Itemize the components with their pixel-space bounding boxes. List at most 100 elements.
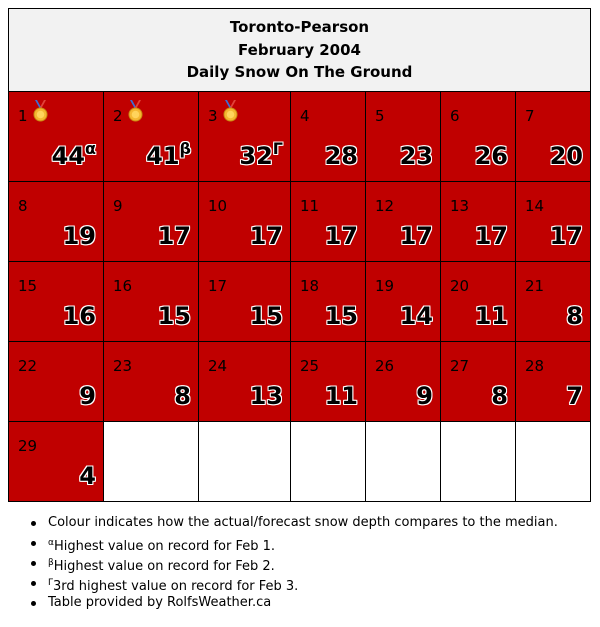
depth-number: 9 [79,382,96,410]
depth-number: 23 [399,142,433,170]
footnote-mark: β [48,558,54,568]
day-cell: 4 28 [290,91,366,182]
day-number: 15 [18,277,38,295]
day-number: 1 [18,107,28,125]
day-number: 25 [300,357,320,375]
day-number: 14 [525,197,545,215]
empty-cell [365,421,441,502]
day-cell: 6 26 [440,91,516,182]
snow-depth-value: 17 [158,222,191,250]
day-number: 7 [525,107,535,125]
empty-cell [103,421,199,502]
depth-number: 15 [324,302,358,330]
day-cell: 22 9 [8,341,104,422]
snow-depth-value: 32Γ [239,139,283,170]
snow-depth-value: 28 [325,142,358,170]
day-number: 5 [375,107,385,125]
snow-depth-value: 15 [250,302,283,330]
day-number: 11 [300,197,320,215]
day-number: 19 [375,277,395,295]
snow-depth-value: 7 [566,382,583,410]
week-row: 1 44α 2 41β 3 32Γ 4 28 5 23 6 26 7 20 [8,91,591,182]
depth-number: 26 [474,142,508,170]
record-mark: β [179,139,191,158]
footnote-mark: α [48,538,54,548]
day-number: 17 [208,277,228,295]
snow-depth-value: 23 [400,142,433,170]
depth-number: 17 [399,222,433,250]
day-cell: 3 32Γ [198,91,291,182]
footnote-item: βHighest value on record for Feb 2. [30,553,558,574]
day-cell: 26 9 [365,341,441,422]
metric-label: Daily Snow On The Ground [186,63,413,82]
week-row: 8 19 9 17 10 17 11 17 12 17 13 17 14 17 [8,181,591,262]
snow-depth-value: 44α [52,139,96,170]
day-cell: 24 13 [198,341,291,422]
calendar-header: Toronto-Pearson February 2004 Daily Snow… [8,8,591,92]
medal-icon [222,100,239,122]
day-number: 10 [208,197,228,215]
snow-depth-value: 11 [325,382,358,410]
snow-depth-value: 17 [550,222,583,250]
day-number: 29 [18,437,38,455]
snow-depth-value: 9 [416,382,433,410]
day-number: 24 [208,357,228,375]
depth-number: 8 [491,382,508,410]
day-number: 23 [113,357,133,375]
snow-depth-value: 15 [325,302,358,330]
snow-depth-value: 26 [475,142,508,170]
day-cell: 11 17 [290,181,366,262]
snow-depth-value: 8 [174,382,191,410]
medal-icon [32,100,49,122]
depth-number: 15 [157,302,191,330]
depth-number: 15 [249,302,283,330]
day-cell: 5 23 [365,91,441,182]
day-number: 8 [18,197,28,215]
day-cell: 23 8 [103,341,199,422]
day-cell: 28 7 [515,341,591,422]
depth-number: 16 [62,302,96,330]
depth-number: 41 [146,142,180,170]
day-number: 22 [18,357,38,375]
record-mark: Γ [272,139,283,158]
day-number: 26 [375,357,395,375]
day-number: 12 [375,197,395,215]
day-cell: 25 11 [290,341,366,422]
day-cell: 20 11 [440,261,516,342]
day-cell: 10 17 [198,181,291,262]
snow-depth-value: 41β [146,139,191,170]
snow-depth-value: 17 [325,222,358,250]
footnote-item: Table provided by RolfsWeather.ca [30,593,558,613]
week-row: 29 4 [8,421,591,502]
day-cell: 27 8 [440,341,516,422]
footnote-text: 3rd highest value on record for Feb 3. [53,579,299,594]
snow-depth-value: 15 [158,302,191,330]
depth-number: 32 [239,142,273,170]
day-number: 28 [525,357,545,375]
depth-number: 17 [249,222,283,250]
snow-depth-value: 11 [475,302,508,330]
day-cell: 16 15 [103,261,199,342]
depth-number: 17 [549,222,583,250]
snow-depth-value: 14 [400,302,433,330]
day-cell: 14 17 [515,181,591,262]
footnote-text: Colour indicates how the actual/forecast… [48,515,558,530]
day-cell: 8 19 [8,181,104,262]
empty-cell [515,421,591,502]
empty-cell [198,421,291,502]
day-cell: 29 4 [8,421,104,502]
snow-depth-value: 17 [250,222,283,250]
depth-number: 17 [157,222,191,250]
day-number: 27 [450,357,470,375]
snow-calendar: Toronto-Pearson February 2004 Daily Snow… [8,8,591,502]
snow-depth-value: 17 [400,222,433,250]
day-number: 6 [450,107,460,125]
depth-number: 9 [416,382,433,410]
day-number: 21 [525,277,545,295]
day-number: 16 [113,277,133,295]
snow-depth-value: 19 [63,222,96,250]
day-cell: 19 14 [365,261,441,342]
day-cell: 12 17 [365,181,441,262]
snow-depth-value: 17 [475,222,508,250]
medal-icon [127,100,144,122]
